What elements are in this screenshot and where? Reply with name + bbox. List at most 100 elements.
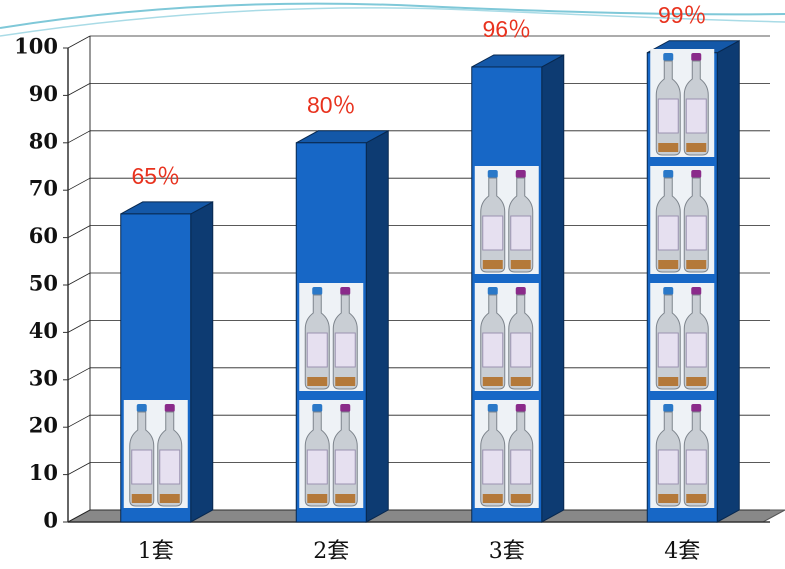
bottle-cap <box>340 287 351 295</box>
bottle-group <box>123 400 188 508</box>
bottle-cap <box>663 287 674 295</box>
bottle-fluid <box>510 260 531 269</box>
value-label: 99％ <box>658 2 707 28</box>
value-label: 65％ <box>131 163 180 189</box>
bottle-cap <box>487 287 498 295</box>
y-tick-label: 40 <box>29 318 58 343</box>
y-tick-label: 50 <box>29 271 58 296</box>
bottle-label <box>657 215 679 251</box>
bottle-cap <box>515 287 526 295</box>
value-label: 96％ <box>482 16 531 42</box>
bottle-group <box>299 400 364 508</box>
grid-line <box>67 509 91 523</box>
bottle-label <box>334 449 356 485</box>
bottle-fluid <box>131 494 152 503</box>
bottle-fluid <box>510 377 531 386</box>
y-tick-label: 100 <box>14 34 58 59</box>
bottle-label <box>685 332 707 368</box>
bottle-label <box>306 449 328 485</box>
bottle-label <box>510 332 532 368</box>
bottle-label <box>685 215 707 251</box>
bottle-group <box>474 166 539 274</box>
bottle-cap <box>691 170 702 178</box>
grid-line <box>67 367 91 381</box>
bottle-fluid <box>658 494 679 503</box>
decor-swoosh <box>0 7 785 37</box>
bottle-group <box>474 283 539 391</box>
bottle-cap <box>312 287 323 295</box>
bottle-fluid <box>335 494 356 503</box>
decor-swoosh <box>0 2 785 29</box>
bottle-group <box>474 400 539 508</box>
grid-line <box>67 414 91 428</box>
bottle-label <box>657 98 679 134</box>
bottle-cap <box>515 404 526 412</box>
bottle-cap <box>487 404 498 412</box>
bar-side <box>365 129 389 523</box>
bottle-fluid <box>658 143 679 152</box>
bottle-fluid <box>482 494 503 503</box>
y-tick-label: 90 <box>29 81 58 106</box>
bottle-label <box>685 449 707 485</box>
bottle-label <box>131 449 153 485</box>
x-tick-label: 4套 <box>664 539 700 564</box>
grid-line <box>67 320 91 333</box>
grid-line <box>67 35 91 49</box>
bottle-cap <box>340 404 351 412</box>
bottle-label <box>657 332 679 368</box>
bottle-cap <box>691 287 702 295</box>
bottle-fluid <box>658 377 679 386</box>
bottle-fluid <box>686 494 707 503</box>
grid-line <box>67 83 91 96</box>
bottle-fluid <box>686 260 707 269</box>
y-tick-label: 0 <box>43 508 58 533</box>
bottle-fluid <box>307 494 328 503</box>
bottle-cap <box>663 53 674 61</box>
x-tick-label: 3套 <box>489 539 525 564</box>
bottle-cap <box>663 170 674 178</box>
bottle-cap <box>515 170 526 178</box>
bottle-fluid <box>307 377 328 386</box>
bottle-cap <box>487 170 498 178</box>
y-tick-label: 80 <box>29 128 58 153</box>
bar-side <box>190 201 214 523</box>
bottle-label <box>334 332 356 368</box>
bottle-fluid <box>510 494 531 503</box>
grid-line <box>67 177 91 191</box>
bottle-label <box>482 332 504 368</box>
bottle-fluid <box>658 260 679 269</box>
bottle-group <box>299 283 364 391</box>
bottle-label <box>159 449 181 485</box>
value-label: 80％ <box>307 92 356 118</box>
bar-side <box>716 39 740 523</box>
bottle-fluid <box>482 260 503 269</box>
y-tick-label: 70 <box>29 176 58 201</box>
bottle-cap <box>691 404 702 412</box>
bottle-fluid <box>482 377 503 386</box>
bottle-label <box>510 449 532 485</box>
grid-line <box>67 130 91 144</box>
bottle-cap <box>663 404 674 412</box>
bottle-cap <box>312 404 323 412</box>
bottle-label <box>306 332 328 368</box>
y-tick-label: 60 <box>29 223 58 248</box>
bottle-group <box>650 400 715 508</box>
bottle-label <box>657 449 679 485</box>
bottle-cap <box>691 53 702 61</box>
bottle-cap <box>136 404 147 412</box>
grid-line <box>67 462 91 475</box>
grid-line <box>67 272 91 286</box>
bottle-group <box>650 166 715 274</box>
grid-line <box>67 225 91 238</box>
y-tick-label: 20 <box>29 413 58 438</box>
bottle-fluid <box>686 143 707 152</box>
bottle-label <box>510 215 532 251</box>
x-tick-label: 1套 <box>138 539 174 564</box>
bar-side <box>541 54 565 523</box>
bottle-group <box>650 49 715 157</box>
bottle-fluid <box>686 377 707 386</box>
x-tick-label: 2套 <box>313 539 349 564</box>
bottle-label <box>685 98 707 134</box>
